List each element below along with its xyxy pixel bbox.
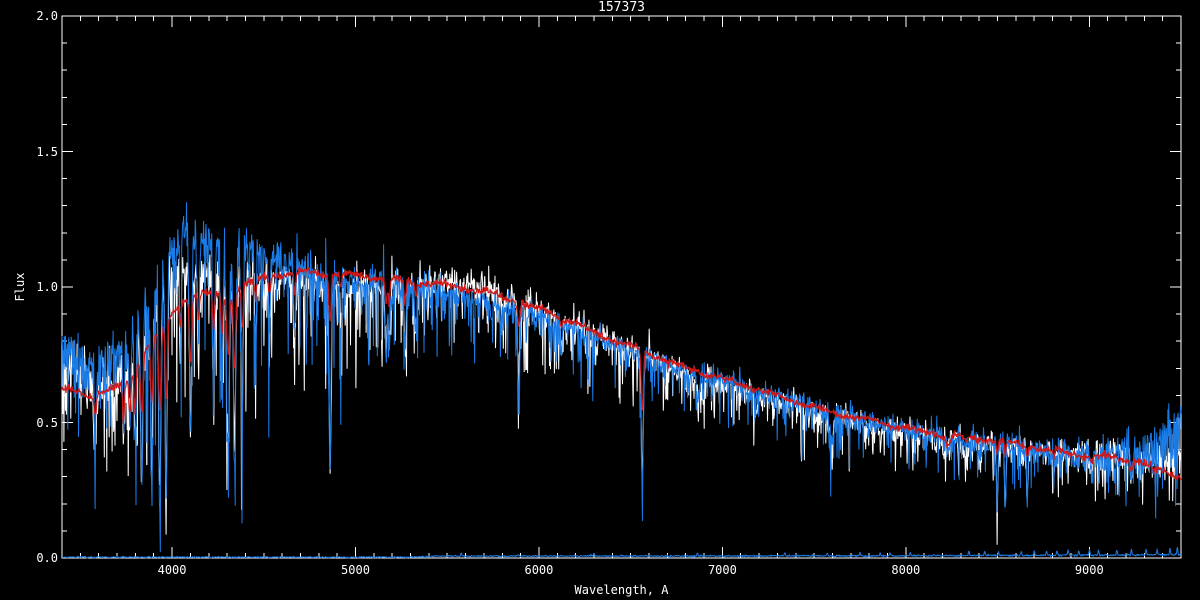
model-spectrum-red-series (61, 266, 1182, 481)
x-tick-label: 9000 (1074, 563, 1104, 577)
x-tick-label: 7000 (707, 563, 737, 577)
x-tick-label: 6000 (524, 563, 554, 577)
plot-title: 157373 (598, 0, 645, 15)
x-axis-label: Wavelength, A (574, 583, 669, 597)
y-tick-label: 0.5 (36, 415, 58, 430)
x-tick-label: 4000 (157, 563, 187, 577)
y-tick-label: 0.0 (36, 551, 58, 565)
sky-spectrum-blue-series (62, 547, 1182, 559)
y-tick-label: 1.5 (36, 144, 58, 159)
y-tick-label: 1.0 (36, 280, 58, 294)
x-tick-label: 8000 (891, 563, 921, 577)
x-tick-label: 5000 (341, 563, 370, 577)
y-axis-label: Flux (13, 272, 27, 302)
y-tick-label: 2.0 (36, 9, 58, 23)
